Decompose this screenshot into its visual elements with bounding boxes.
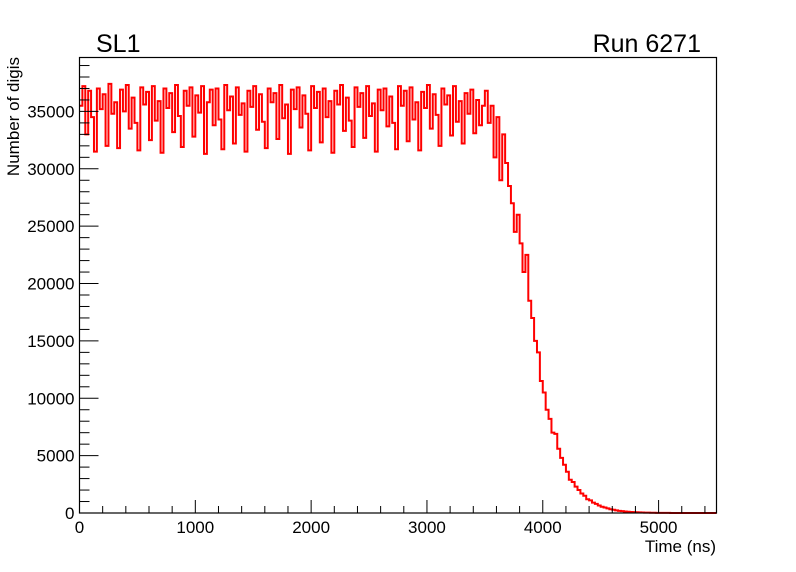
x-tick-label: 4000 <box>524 518 562 537</box>
y-tick-label: 5000 <box>37 447 75 466</box>
x-tick-label: 1000 <box>176 518 214 537</box>
x-tick-label: 3000 <box>408 518 446 537</box>
x-axis: 0 1000 2000 3000 4000 5000 <box>75 500 706 537</box>
y-tick-label: 10000 <box>27 389 74 408</box>
histogram-series-line <box>79 82 717 514</box>
x-axis-title: Time (ns) <box>645 537 716 556</box>
y-tick-label: 0 <box>65 504 74 523</box>
y-tick-label: 15000 <box>27 332 74 351</box>
y-tick-label: 30000 <box>27 160 74 179</box>
plot-area <box>79 82 717 514</box>
y-axis-title: Number of digis <box>4 57 23 176</box>
y-tick-label: 25000 <box>27 217 74 236</box>
y-tick-label: 20000 <box>27 275 74 294</box>
chart-title-left: SL1 <box>96 30 140 58</box>
y-tick-label: 35000 <box>27 102 74 121</box>
chart-title-right: Run 6271 <box>593 30 701 58</box>
x-tick-label: 5000 <box>640 518 678 537</box>
x-tick-label: 0 <box>75 518 84 537</box>
plot-frame <box>78 56 718 514</box>
x-tick-label: 2000 <box>292 518 330 537</box>
y-axis: 0 5000 10000 15000 20000 25000 30000 35000 <box>27 65 99 523</box>
